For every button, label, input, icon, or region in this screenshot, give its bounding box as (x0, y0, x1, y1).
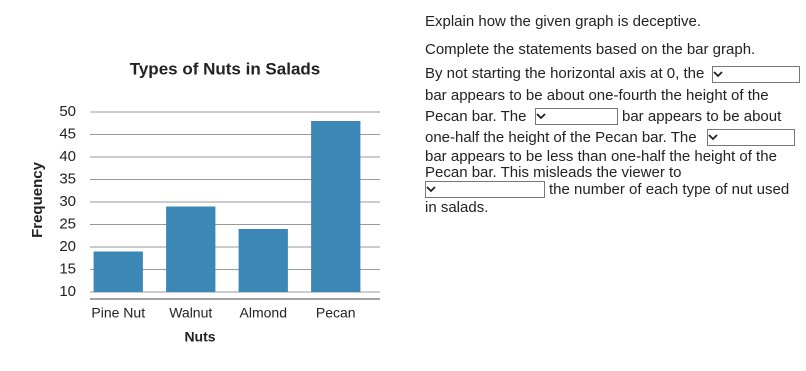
statement-line: bar appears to be about (622, 108, 782, 125)
chart-title: Types of Nuts in Salads (130, 59, 321, 78)
y-tick-label: 40 (59, 148, 76, 165)
dropdown[interactable] (707, 129, 795, 146)
statement-line: By not starting the horizontal axis at 0… (425, 65, 705, 82)
x-axis-label: Nuts (184, 329, 215, 345)
statement-line: Pecan bar. The (425, 108, 527, 125)
statement-line: one-half the height of the Pecan bar. Th… (425, 129, 697, 146)
y-tick-label: 25 (59, 215, 76, 232)
x-tick-label: Almond (240, 305, 287, 321)
dropdown[interactable] (535, 108, 618, 125)
dropdown[interactable] (712, 66, 800, 83)
y-tick-label: 20 (59, 238, 76, 255)
statement-line: in salads. (425, 199, 489, 216)
bar (238, 229, 288, 292)
instruction: Complete the statements based on the bar… (425, 41, 756, 58)
statement-line: bar appears to be less than one-half the… (425, 148, 777, 165)
bar (166, 206, 216, 292)
y-tick-label: 35 (59, 170, 76, 187)
dropdown[interactable] (425, 181, 545, 198)
bar (93, 251, 143, 292)
y-axis-label: Frequency (29, 161, 46, 238)
y-tick-label: 15 (59, 260, 76, 277)
x-tick-label: Walnut (169, 305, 212, 321)
x-tick-label: Pecan (316, 305, 356, 321)
y-tick-label: 10 (59, 283, 76, 300)
statement-line: Pecan bar. This misleads the viewer to (425, 164, 682, 181)
statement-line: the number of each type of nut used (549, 181, 790, 198)
y-tick-label: 45 (59, 125, 76, 142)
prompt: Explain how the given graph is deceptive… (425, 13, 702, 30)
statement-line: bar appears to be about one-fourth the h… (425, 87, 769, 104)
y-tick-label: 50 (59, 103, 76, 120)
x-tick-label: Pine Nut (91, 305, 145, 321)
y-tick-label: 30 (59, 193, 76, 210)
bar (311, 121, 361, 292)
chart: Types of Nuts in Salads Frequency Nuts 1… (29, 59, 380, 345)
